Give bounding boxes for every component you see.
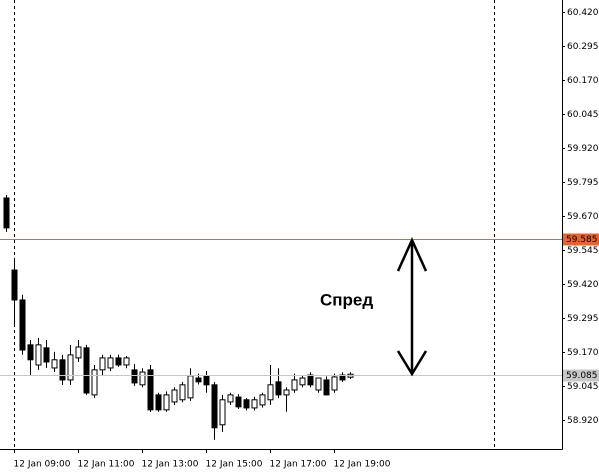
y-tick-label: 60.170	[567, 76, 599, 86]
y-tick-label: 59.545	[567, 246, 599, 256]
candle-body	[243, 399, 250, 409]
candle-body	[115, 357, 122, 366]
candle-body	[27, 344, 34, 361]
y-tick-label: 59.045	[567, 382, 599, 392]
candle-body	[227, 394, 234, 403]
price-label-box	[563, 369, 599, 382]
candle-body	[315, 377, 322, 391]
candle-body	[3, 197, 10, 229]
y-tick-label: 59.420	[567, 280, 599, 290]
candle-body	[75, 346, 82, 359]
x-tick-label: 12 Jan 15:00	[206, 460, 263, 470]
candle-body	[43, 347, 50, 363]
y-tick-label: 58.920	[567, 416, 599, 426]
y-tick-label: 59.170	[567, 348, 599, 358]
price-label: 59.085	[566, 371, 598, 381]
candle-body	[59, 359, 66, 381]
candle-body	[251, 399, 258, 409]
arrow-head	[396, 350, 428, 377]
y-tick-label: 60.045	[567, 110, 599, 120]
y-tick-label: 59.795	[567, 178, 599, 188]
candle-body	[131, 369, 138, 384]
candle-body	[299, 377, 306, 386]
candle-body	[67, 354, 74, 381]
price-label-box	[563, 233, 599, 246]
candle-body	[91, 369, 98, 396]
candle-body	[323, 379, 330, 396]
x-tick-label: 12 Jan 19:00	[334, 460, 391, 470]
candle-body	[187, 375, 194, 399]
candle-body	[171, 389, 178, 403]
y-tick-label: 59.295	[567, 314, 599, 324]
candle-body	[19, 299, 26, 351]
x-tick-label: 12 Jan 11:00	[78, 460, 135, 470]
candle-body	[147, 369, 154, 411]
candle-body	[195, 377, 202, 383]
candle-body	[283, 389, 290, 396]
arrow-head	[396, 237, 428, 272]
candle-body	[211, 384, 218, 429]
candle-body	[107, 357, 114, 369]
candle-body	[123, 357, 130, 366]
candle-body	[51, 359, 58, 369]
candle-body	[235, 396, 242, 408]
candle-body	[139, 371, 146, 386]
candle-body	[163, 394, 170, 411]
price-label: 59.585	[566, 235, 598, 245]
candle-body	[275, 381, 282, 396]
candle-body	[83, 347, 90, 394]
y-tick-label: 60.420	[567, 8, 599, 18]
candle-body	[291, 379, 298, 391]
y-tick-label: 59.670	[567, 212, 599, 222]
candle-body	[35, 344, 42, 366]
candle-body	[307, 374, 314, 386]
y-tick-label: 60.295	[567, 42, 599, 52]
candle-body	[203, 375, 210, 386]
candle-body	[331, 376, 338, 391]
x-tick-label: 12 Jan 17:00	[270, 460, 327, 470]
candle-body	[259, 394, 266, 406]
candle-body	[267, 384, 274, 401]
candle-body	[179, 384, 186, 401]
candle-body	[99, 357, 106, 371]
x-tick-label: 12 Jan 13:00	[142, 460, 199, 470]
y-tick-label: 59.920	[567, 144, 599, 154]
candle-body	[11, 269, 18, 301]
candle-body	[219, 399, 226, 426]
x-tick-label: 12 Jan 09:00	[14, 460, 71, 470]
candle-body	[155, 394, 162, 411]
annotation: Спред	[320, 290, 373, 309]
